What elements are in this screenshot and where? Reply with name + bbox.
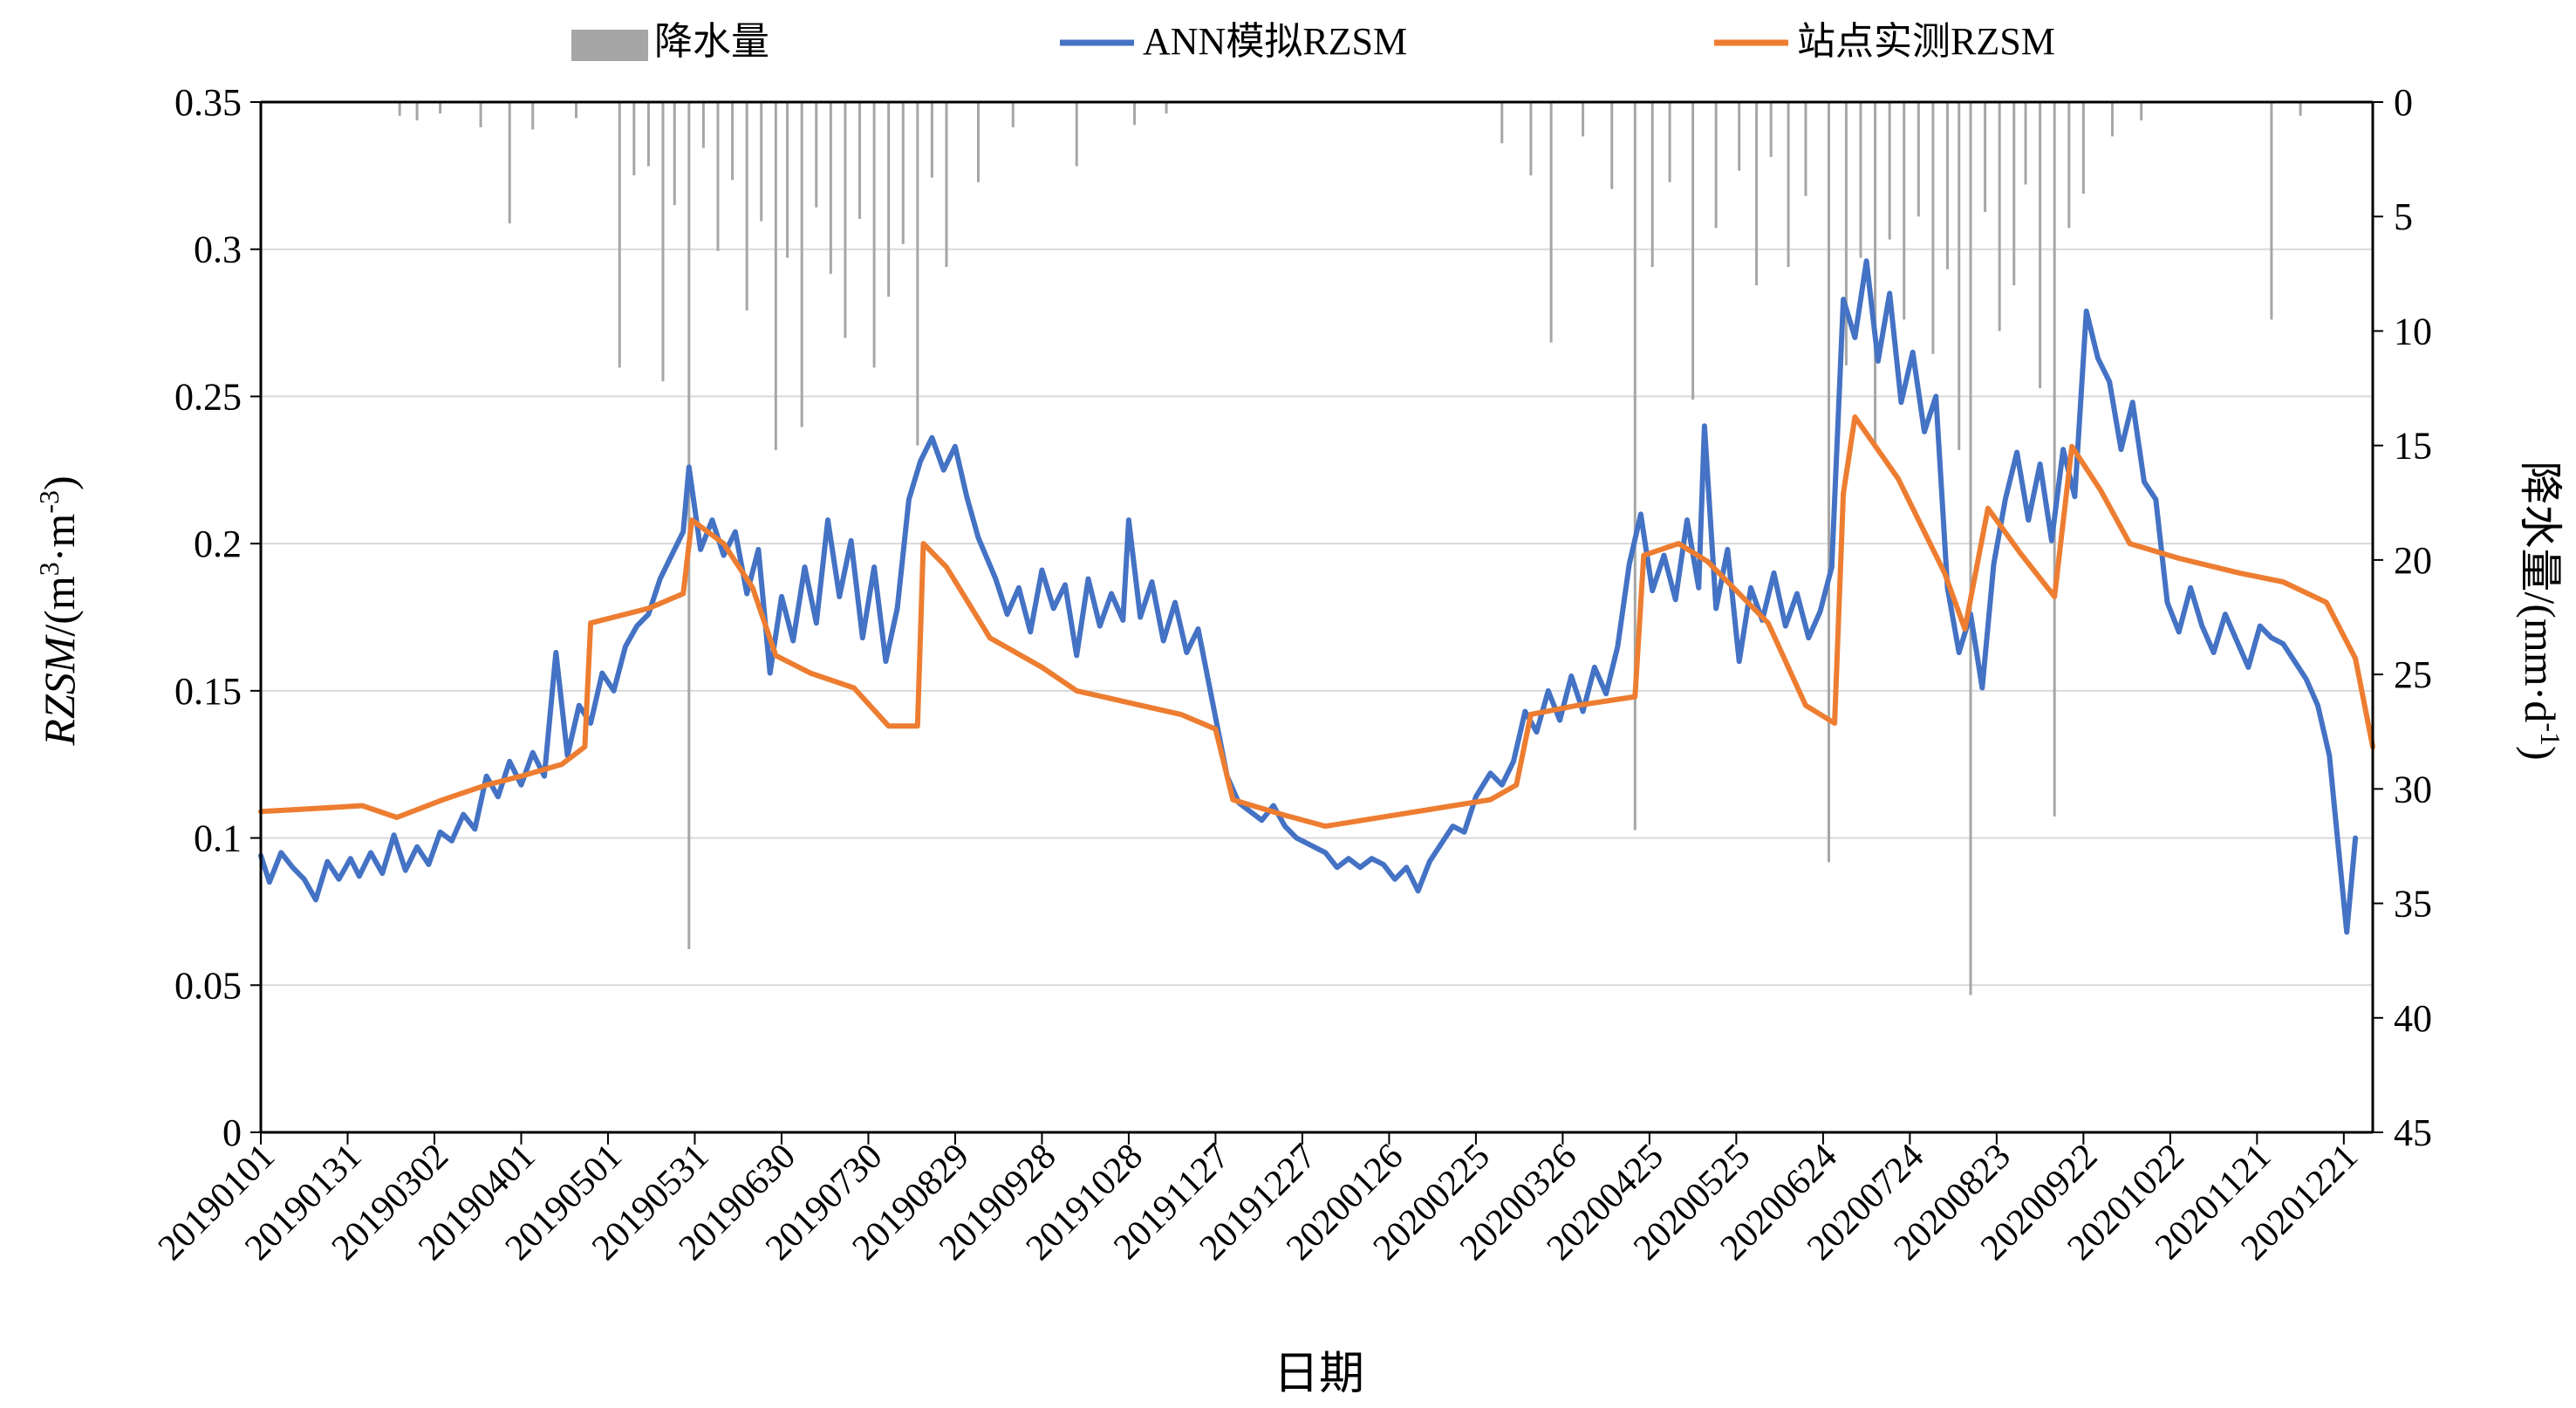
y-right-tick-label-2: 10 bbox=[2394, 310, 2432, 352]
y-left-tick-label-6: 0.3 bbox=[194, 229, 242, 271]
gridlines bbox=[261, 101, 2373, 987]
y-left-axis-title: RZSM/(m3·m-3) bbox=[33, 475, 84, 746]
y-right-tick-label-7: 35 bbox=[2394, 883, 2432, 926]
legend-label-obs: 站点实测RZSM bbox=[1797, 20, 2055, 63]
x-ticks: 2019010120190131201903022019040120190501… bbox=[151, 1132, 2366, 1268]
precip-bars bbox=[398, 102, 2302, 995]
series-line-1 bbox=[258, 414, 2375, 830]
plot-frame bbox=[259, 100, 2374, 1134]
y-right-tick-label-8: 40 bbox=[2394, 997, 2432, 1040]
y-right-tick-label-5: 25 bbox=[2394, 653, 2432, 696]
y-right-tick-label-6: 30 bbox=[2394, 768, 2432, 810]
y-right-tick-label-9: 45 bbox=[2394, 1111, 2432, 1154]
y-left-tick-label-3: 0.15 bbox=[174, 670, 242, 713]
y-left-tick-label-5: 0.25 bbox=[174, 375, 242, 418]
series-line-0 bbox=[258, 258, 2359, 935]
y-left-tick-label-0: 0 bbox=[222, 1111, 242, 1154]
series-lines bbox=[258, 258, 2375, 935]
y-right-tick-label-3: 15 bbox=[2394, 425, 2432, 468]
legend-label-precip: 降水量 bbox=[654, 20, 769, 63]
y-right-tick-label-0: 0 bbox=[2394, 81, 2413, 124]
x-axis-title: 日期 bbox=[1274, 1350, 1364, 1399]
legend-label-ann: ANN模拟RZSM bbox=[1143, 20, 1407, 63]
y-left-tick-label-2: 0.1 bbox=[194, 817, 242, 860]
legend: 降水量 ANN模拟RZSM 站点实测RZSM bbox=[571, 20, 2055, 63]
y-left-tick-label-4: 0.2 bbox=[194, 523, 242, 565]
y-right-tick-label-1: 5 bbox=[2394, 195, 2413, 238]
legend-swatch-precip bbox=[571, 30, 648, 61]
y-left-ticks: 0 0.05 0.1 0.15 0.2 0.25 0.3 0.35 bbox=[174, 81, 261, 1154]
y-right-ticks: 0 5 10 15 20 25 30 35 40 45 bbox=[2373, 81, 2432, 1154]
y-right-tick-label-4: 20 bbox=[2394, 539, 2432, 582]
y-right-axis-title: 降水量/(mm·d-1) bbox=[2516, 461, 2566, 760]
y-left-tick-label-7: 0.35 bbox=[174, 81, 242, 124]
y-left-tick-label-1: 0.05 bbox=[174, 964, 242, 1007]
